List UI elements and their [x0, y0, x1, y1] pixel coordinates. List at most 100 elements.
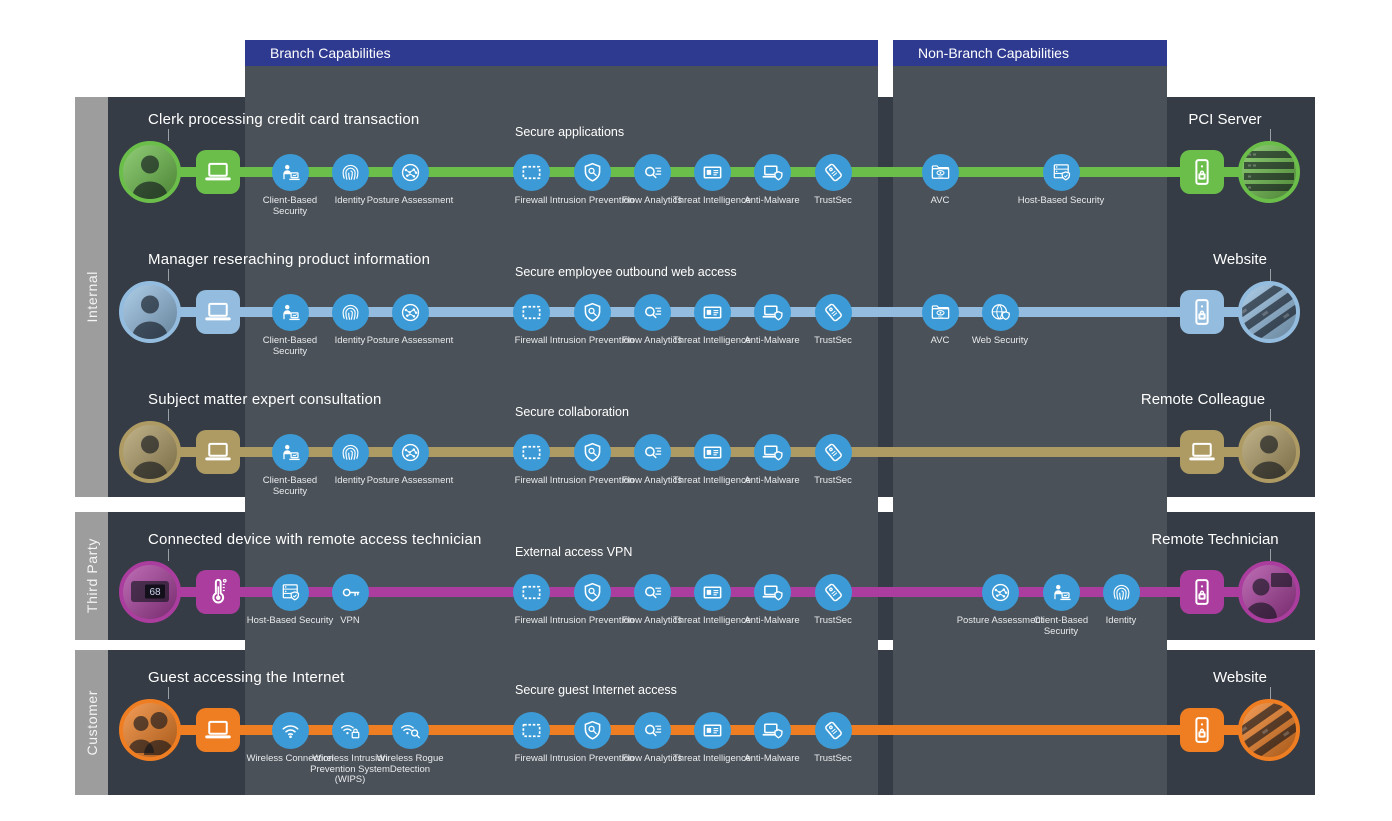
anti-malware-icon	[753, 433, 791, 471]
firewall-icon	[512, 153, 550, 191]
laptop-icon	[196, 708, 240, 752]
capability-label: Firewall	[514, 195, 548, 206]
avc-icon: AVC	[921, 153, 959, 191]
server-rack-photo	[1238, 141, 1300, 203]
capability-label: Client-Based Security	[262, 195, 318, 217]
intrusion-prevention-icon	[573, 433, 611, 471]
lock-server-icon	[1180, 150, 1224, 194]
row-title: Clerk processing credit card transaction	[148, 111, 420, 128]
capability-label: TrustSec	[814, 615, 852, 626]
section-label-customer: Customer	[83, 689, 100, 756]
sidebar-third-party: Third Party	[75, 512, 108, 640]
wips-icon	[331, 711, 369, 749]
capability-label: VPN	[340, 615, 360, 626]
trustsec-icon	[814, 573, 852, 611]
branch-capabilities-header: Branch Capabilities	[245, 40, 878, 66]
capability-label: TrustSec	[814, 475, 852, 486]
web-security-icon	[981, 293, 1019, 331]
capability-label: Flow Analytics	[621, 335, 683, 346]
capability-label: Firewall	[514, 615, 548, 626]
posture-assessment-icon	[391, 153, 429, 191]
flow-analytics-icon	[633, 573, 671, 611]
intrusion-prevention-icon	[573, 573, 611, 611]
flow-analytics-icon	[633, 433, 671, 471]
sidebar-internal: Internal	[75, 97, 108, 497]
capability-label: Posture Assessment	[956, 615, 1044, 626]
laptop-icon	[196, 430, 240, 474]
laptop-icon	[196, 150, 240, 194]
capability-label: Client-Based Security	[262, 335, 318, 357]
trustsec-icon	[814, 433, 852, 471]
capability-label: Anti-Malware	[744, 335, 800, 346]
capability-label: Firewall	[514, 475, 548, 486]
capability-label: Intrusion Prevention	[549, 475, 635, 486]
firewall-icon	[512, 433, 550, 471]
circuit-photo	[1238, 699, 1300, 761]
capability-label: Anti-Malware	[744, 195, 800, 206]
intrusion-prevention-icon	[573, 711, 611, 749]
capability-label: Client-Based Security	[262, 475, 318, 497]
capability-label: Host-Based Security	[1017, 195, 1105, 206]
capability-label: Intrusion Prevention	[549, 195, 635, 206]
row-title: Manager reseraching product information	[148, 251, 431, 268]
capability-label: Posture Assessment	[366, 195, 454, 206]
trustsec-icon	[814, 711, 852, 749]
title-connector-line	[168, 269, 169, 281]
anti-malware-icon	[753, 711, 791, 749]
threat-intelligence-icon	[693, 293, 731, 331]
anti-malware-icon	[753, 293, 791, 331]
capability-label: Firewall	[514, 335, 548, 346]
capability-label: TrustSec	[814, 335, 852, 346]
endpoint-connector-line	[1270, 687, 1271, 699]
host-based-security-icon	[271, 573, 309, 611]
intrusion-prevention-icon	[573, 293, 611, 331]
capability-label: Anti-Malware	[744, 475, 800, 486]
endpoint-label: Website	[1213, 669, 1267, 686]
capability-label: Flow Analytics	[621, 615, 683, 626]
identity-icon	[331, 293, 369, 331]
capability-label: Threat Intelligence	[672, 335, 752, 346]
host-based-security-icon	[1042, 153, 1080, 191]
circuit-photo	[1238, 281, 1300, 343]
capability-label: Identity	[334, 195, 366, 206]
capability-label: Anti-Malware	[744, 615, 800, 626]
trustsec-icon	[814, 293, 852, 331]
posture-assessment-icon	[981, 573, 1019, 611]
person-photo	[119, 141, 181, 203]
capability-label: Firewall	[514, 753, 548, 764]
avc-icon: AVC	[921, 293, 959, 331]
client-based-security-icon	[1042, 573, 1080, 611]
title-connector-line	[168, 129, 169, 141]
firewall-icon	[512, 573, 550, 611]
flow-label: Secure applications	[515, 125, 625, 139]
title-connector-line	[168, 549, 169, 561]
threat-intelligence-icon	[693, 711, 731, 749]
capability-label: Wireless Intrusion Prevention System (WI…	[310, 753, 390, 785]
svg-text:AVC: AVC	[938, 175, 943, 178]
client-based-security-icon	[271, 433, 309, 471]
capability-label: Flow Analytics	[621, 475, 683, 486]
endpoint-connector-line	[1270, 129, 1271, 141]
non-branch-capabilities-header: Non-Branch Capabilities	[893, 40, 1167, 66]
client-based-security-icon	[271, 153, 309, 191]
capability-label: Intrusion Prevention	[549, 335, 635, 346]
title-connector-line	[168, 409, 169, 421]
lock-server-icon	[1180, 570, 1224, 614]
identity-icon	[331, 433, 369, 471]
section-label-internal: Internal	[83, 271, 100, 323]
capability-label: Identity	[1105, 615, 1137, 626]
capability-label: Posture Assessment	[366, 475, 454, 486]
posture-assessment-icon	[391, 293, 429, 331]
firewall-icon	[512, 711, 550, 749]
endpoint-connector-line	[1270, 269, 1271, 281]
person-photo	[1238, 421, 1300, 483]
row-title: Guest accessing the Internet	[148, 669, 345, 686]
lock-server-icon	[1180, 708, 1224, 752]
section-label-third-party: Third Party	[83, 538, 100, 614]
laptop-icon	[196, 290, 240, 334]
capability-label: Identity	[334, 335, 366, 346]
capability-label: Threat Intelligence	[672, 475, 752, 486]
capability-label: Wireless Rogue Detection	[376, 753, 444, 775]
capability-label: Client-Based Security	[1033, 615, 1089, 637]
